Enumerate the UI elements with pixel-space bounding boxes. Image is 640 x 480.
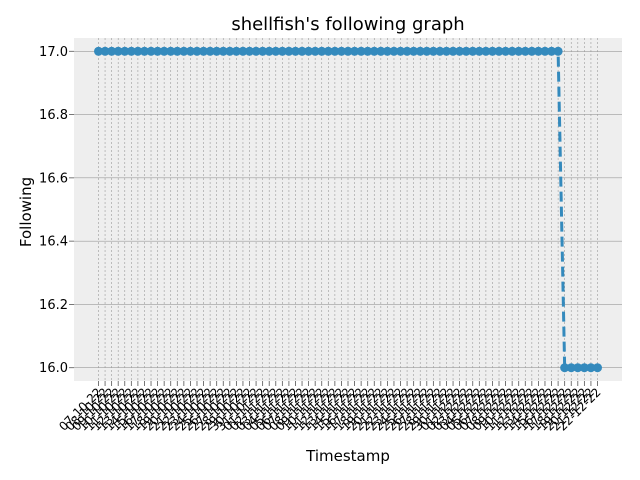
y-axis-label: Following	[17, 177, 35, 247]
data-point	[441, 46, 451, 56]
y-tick-label: 16.8	[39, 108, 68, 123]
data-point	[231, 46, 241, 56]
data-point	[553, 46, 563, 56]
data-point	[579, 363, 589, 373]
data-point	[363, 46, 373, 56]
data-point	[455, 46, 465, 56]
data-point	[501, 46, 511, 56]
data-point	[560, 363, 570, 373]
data-point	[212, 46, 222, 56]
data-point	[573, 363, 583, 373]
data-point	[290, 46, 300, 56]
data-point	[376, 46, 386, 56]
y-tick-label: 16.6	[39, 171, 68, 186]
data-point	[481, 46, 491, 56]
data-point	[343, 46, 353, 56]
data-point	[422, 46, 432, 56]
data-point	[356, 46, 366, 56]
data-point	[159, 46, 169, 56]
data-point	[586, 363, 596, 373]
x-tick-labels: 07-10-2208-10-2209-10-2210-10-2211-10-22…	[56, 385, 603, 433]
data-point	[100, 46, 110, 56]
y-ticks: 16.0 16.2 16.4 16.6 16.8 17.0	[39, 45, 74, 376]
data-point	[317, 46, 327, 56]
y-tick-label: 16.0	[39, 361, 68, 376]
data-point	[166, 46, 176, 56]
data-point	[336, 46, 346, 56]
data-point	[205, 46, 215, 56]
data-point	[409, 46, 419, 56]
data-point	[245, 46, 255, 56]
data-point	[172, 46, 182, 56]
data-point	[520, 46, 530, 56]
data-point	[271, 46, 281, 56]
data-point	[547, 46, 557, 56]
data-point	[533, 46, 543, 56]
data-point	[284, 46, 294, 56]
chart-title: shellfish's following graph	[231, 14, 464, 35]
y-tick-label: 16.4	[39, 235, 68, 250]
data-point	[113, 46, 123, 56]
data-point	[218, 46, 228, 56]
data-point	[199, 46, 209, 56]
x-tick-marks	[98, 381, 598, 386]
data-point	[487, 46, 497, 56]
data-point	[310, 46, 320, 56]
data-point	[277, 46, 287, 56]
y-tick-label: 17.0	[39, 45, 68, 60]
data-point	[225, 46, 235, 56]
data-point	[389, 46, 399, 56]
data-point	[540, 46, 550, 56]
data-point	[139, 46, 149, 56]
x-axis-label: Timestamp	[305, 447, 390, 465]
data-point	[415, 46, 425, 56]
data-point	[185, 46, 195, 56]
data-point	[593, 363, 602, 373]
data-point	[461, 46, 471, 56]
data-point	[468, 46, 478, 56]
data-point	[107, 46, 117, 56]
data-point	[494, 46, 504, 56]
data-point	[428, 46, 438, 56]
data-point	[179, 46, 189, 56]
data-point	[435, 46, 445, 56]
data-point	[297, 46, 307, 56]
data-point	[251, 46, 261, 56]
data-point	[133, 46, 143, 56]
y-tick-label: 16.2	[39, 298, 68, 313]
data-point	[264, 46, 274, 56]
data-point	[94, 46, 103, 56]
data-point	[238, 46, 248, 56]
data-point	[382, 46, 392, 56]
data-point	[566, 363, 576, 373]
data-point	[304, 46, 314, 56]
plot-background	[74, 38, 622, 381]
data-point	[330, 46, 340, 56]
data-point	[402, 46, 412, 56]
data-point	[369, 46, 379, 56]
data-point	[192, 46, 202, 56]
data-point	[448, 46, 458, 56]
data-points	[94, 46, 602, 373]
data-point	[258, 46, 268, 56]
data-point	[527, 46, 537, 56]
data-point	[126, 46, 136, 56]
data-point	[323, 46, 333, 56]
data-point	[514, 46, 524, 56]
data-point	[153, 46, 163, 56]
data-point	[350, 46, 360, 56]
data-point	[146, 46, 156, 56]
data-point	[396, 46, 406, 56]
data-point	[120, 46, 130, 56]
data-point	[507, 46, 517, 56]
data-point	[474, 46, 484, 56]
